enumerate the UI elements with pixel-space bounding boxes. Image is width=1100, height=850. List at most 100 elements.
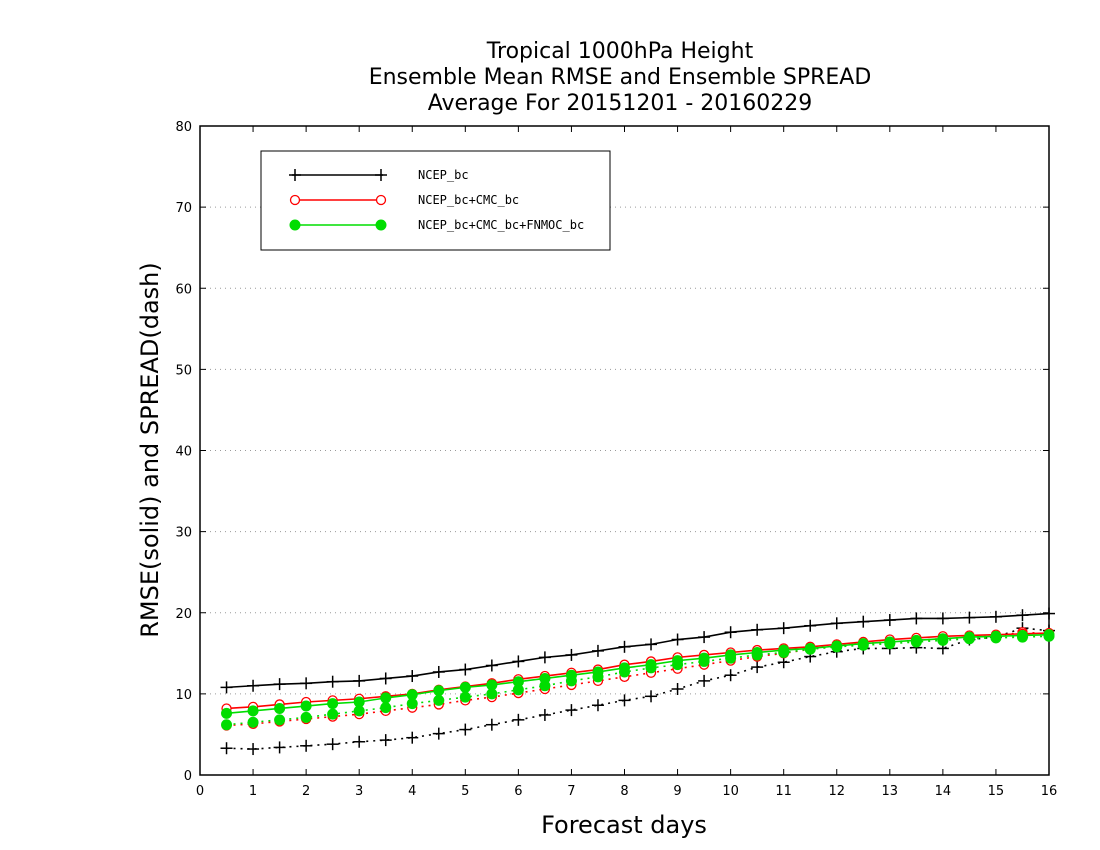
rmse-point (672, 655, 684, 667)
rmse-point (963, 611, 976, 624)
spread-point (220, 742, 233, 755)
x-tick-label: 11 (775, 784, 792, 799)
spread-point (327, 708, 339, 720)
legend-items: NCEP_bc NCEP_bc+CMC_bc NCEP_bc+CMC_bc+FNMO… (289, 168, 584, 232)
rmse-point (857, 615, 870, 628)
rmse-point (804, 619, 817, 632)
legend-marker-right (375, 219, 387, 231)
x-tick-label: 9 (673, 784, 681, 799)
rmse-point (221, 707, 233, 719)
spread-point (406, 731, 419, 744)
rmse-line-ncep-bc-cmc-bc (226, 632, 1050, 710)
rmse-point (671, 633, 684, 646)
spread-point (645, 690, 658, 703)
y-tick-label: 80 (175, 120, 192, 135)
x-tick-label: 10 (722, 784, 739, 799)
rmse-point (804, 642, 816, 654)
rmse-point (1043, 629, 1055, 641)
x-tick-label: 15 (988, 784, 1005, 799)
rmse-point (645, 638, 658, 651)
y-tick-label: 10 (175, 688, 192, 703)
spread-line-ncep-bc-cmc-bc (226, 631, 1050, 727)
y-tick-label: 30 (175, 526, 192, 541)
rmse-point (936, 612, 949, 625)
rmse-point (725, 649, 737, 661)
rmse-point (831, 640, 843, 652)
rmse-point (273, 678, 286, 691)
rmse-point (884, 636, 896, 648)
spread-point (591, 699, 604, 712)
legend-marker-left (289, 194, 301, 206)
rmse-point (777, 622, 790, 635)
spread-point (433, 694, 445, 706)
legend-item-ncep-bc-cmc-bc-fnmoc-bc: NCEP_bc+CMC_bc+FNMOC_bc (289, 218, 584, 232)
rmse-point (432, 665, 445, 678)
rmse-point (220, 681, 233, 694)
rmse-point (459, 681, 471, 693)
legend-label: NCEP_bc+CMC_bc+FNMOC_bc (418, 218, 584, 232)
rmse-point (485, 659, 498, 672)
rmse-point (379, 672, 392, 685)
x-tick-label: 2 (302, 784, 310, 799)
chart-title: Tropical 1000hPa Height Ensemble Mean RM… (369, 39, 872, 116)
legend-label: NCEP_bc+CMC_bc (418, 193, 519, 207)
spread-point (485, 718, 498, 731)
series-ncep-bc-cmc-bc (221, 627, 1055, 731)
spread-point (432, 727, 445, 740)
rmse-point (326, 675, 339, 688)
x-tick-label: 8 (620, 784, 628, 799)
x-tick-label: 4 (408, 784, 416, 799)
x-tick-label: 14 (935, 784, 952, 799)
rmse-point (1016, 629, 1028, 641)
rmse-point (247, 705, 259, 717)
spread-point (379, 734, 392, 747)
spread-point (751, 661, 764, 674)
y-tick-label: 0 (184, 769, 192, 784)
series-layer (220, 607, 1055, 756)
rmse-point (274, 702, 286, 714)
rmse-point (433, 685, 445, 697)
x-tick-label: 0 (196, 784, 204, 799)
spread-point (326, 738, 339, 751)
spread-point (273, 741, 286, 754)
x-tick-label: 7 (567, 784, 575, 799)
rmse-point (406, 689, 418, 701)
rmse-point (538, 651, 551, 664)
rmse-point (380, 692, 392, 704)
spread-point (247, 716, 259, 728)
y-tick-label: 60 (175, 282, 192, 297)
rmse-point (698, 631, 711, 644)
spread-point (353, 735, 366, 748)
rmse-point (883, 614, 896, 627)
rmse-point (406, 670, 419, 683)
spread-point (221, 719, 233, 731)
x-tick-label: 5 (461, 784, 469, 799)
spread-point (274, 714, 286, 726)
rmse-point (512, 655, 525, 668)
x-axis-label: Forecast days (541, 811, 707, 839)
series-ncep-bc (220, 607, 1055, 756)
spread-point (618, 694, 631, 707)
x-tick-label: 3 (355, 784, 363, 799)
rmse-point (353, 696, 365, 708)
series-ncep-bc-cmc-bc-fnmoc-bc (221, 629, 1055, 731)
x-tick-label: 1 (249, 784, 257, 799)
legend: NCEP_bc NCEP_bc+CMC_bc NCEP_bc+CMC_bc+FNMO… (260, 150, 611, 251)
rmse-point (327, 698, 339, 710)
rmse-point (645, 659, 657, 671)
y-axis-label: RMSE(solid) and SPREAD(dash) (136, 262, 164, 638)
rmse-point (1016, 609, 1029, 622)
y-tick-label: 70 (175, 201, 192, 216)
legend-item-ncep-bc-cmc-bc: NCEP_bc+CMC_bc (289, 193, 519, 207)
rmse-point (778, 644, 790, 656)
grid (200, 206, 1049, 695)
rmse-line-ncep-bc (226, 612, 1050, 689)
x-tick-label: 6 (514, 784, 522, 799)
legend-marker-right (375, 169, 387, 181)
y-tick-label: 20 (175, 607, 192, 622)
rmse-point (989, 610, 1002, 623)
x-tick-label: 16 (1041, 784, 1058, 799)
rmse-point (512, 676, 524, 688)
axis-ticks: 0 1 2 3 4 5 6 7 8 9 10 11 12 13 14 15 160102030405060708… (175, 120, 1057, 799)
